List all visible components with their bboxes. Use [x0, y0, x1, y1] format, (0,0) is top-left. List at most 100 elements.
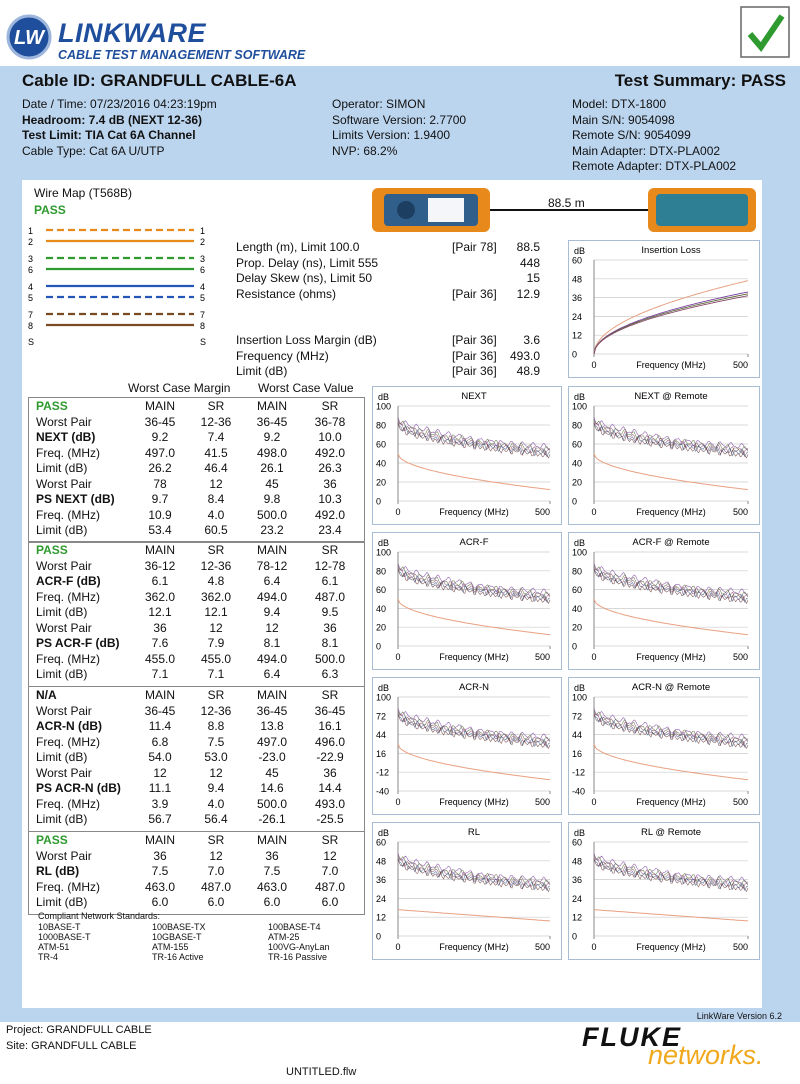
cell: Freq. (MHz): [36, 445, 100, 460]
pin-right: 3: [200, 254, 205, 264]
y-label: dB: [574, 392, 585, 402]
cell: -22.9: [316, 750, 344, 764]
cell: 16.1: [318, 719, 342, 733]
cell: 494.0: [256, 651, 288, 666]
pass-check: [740, 6, 790, 58]
wiremap-title: Wire Map (T568B): [34, 186, 133, 200]
cell: Limit (dB): [36, 461, 88, 475]
info-line: Remote Adapter: DTX-PLA002: [572, 159, 737, 173]
cell: 10.3: [318, 492, 342, 506]
y-tick-label: -40: [376, 787, 389, 797]
cell: 41.5: [204, 445, 228, 460]
trace: [397, 563, 551, 595]
y-label: dB: [574, 246, 585, 256]
version: LinkWare Version 6.2: [696, 1011, 782, 1021]
cell: 11.1: [148, 781, 172, 795]
trace: [397, 565, 551, 599]
cell: 9.2: [151, 430, 169, 444]
cell: Limit (dB): [36, 667, 88, 681]
cell: Worst Pair: [36, 620, 92, 635]
cell: 4.0: [207, 796, 225, 811]
logo-badge: LW: [6, 14, 52, 60]
x-tick-label: 500: [733, 942, 748, 952]
cell: Freq. (MHz): [36, 507, 100, 522]
wiremap-result: PASS: [34, 203, 66, 217]
info-line: Test Limit: TIA Cat 6A Channel: [22, 128, 196, 142]
x-tick-label: 0: [591, 360, 596, 370]
x-label: Frequency (MHz): [636, 507, 706, 517]
y-tick-label: 0: [572, 497, 577, 507]
x-tick-label: 500: [535, 652, 550, 662]
y-tick-label: 80: [572, 566, 582, 576]
y-tick-label: 24: [572, 312, 582, 322]
y-tick-label: 100: [572, 693, 587, 703]
chart-title: ACR-F: [459, 537, 488, 548]
cell: RL (dB): [36, 864, 80, 878]
tagline: CABLE TEST MANAGEMENT SOFTWARE: [58, 48, 306, 62]
cell: -26.1: [258, 812, 286, 826]
cell: 9.4: [207, 781, 225, 795]
y-tick-label: 100: [376, 402, 391, 412]
cell: 9.4: [263, 605, 281, 619]
y-tick-label: 40: [376, 604, 386, 614]
cell: ACR-F (dB): [36, 574, 101, 588]
y-tick-label: 0: [376, 642, 381, 652]
limit-curve: [397, 453, 551, 491]
y-tick-label: 16: [376, 749, 386, 759]
measure-pair: [Pair 36]: [452, 333, 497, 347]
x-label: Frequency (MHz): [439, 507, 509, 517]
cell: 60.5: [204, 523, 228, 537]
standard: ATM-51: [38, 942, 70, 952]
brand: LINKWARE: [58, 18, 206, 48]
cell: 6.4: [263, 574, 281, 588]
cell: PASS: [36, 833, 68, 847]
cell: SR: [321, 688, 339, 702]
trace: [397, 855, 551, 887]
project: Project: GRANDFULL CABLE: [6, 1024, 152, 1036]
value-header: Worst Case Value: [258, 381, 354, 395]
trace: [593, 417, 749, 449]
y-tick-label: -12: [572, 768, 585, 778]
cell: 7.9: [207, 636, 225, 650]
standard: 10GBASE-T: [152, 932, 202, 942]
cell: 13.8: [260, 719, 284, 733]
cell: Worst Pair: [36, 476, 92, 491]
cell: 14.4: [318, 781, 342, 795]
info-line: Limits Version: 1.9400: [332, 128, 451, 142]
cell: Limit (dB): [36, 605, 88, 619]
x-tick-label: 0: [395, 507, 400, 517]
pin-left: 8: [28, 321, 33, 331]
standard: 100BASE-T4: [268, 922, 321, 932]
limit-curve: [593, 280, 749, 355]
standard: ATM-155: [152, 942, 189, 952]
cell: 6.1: [321, 574, 339, 588]
info-line: Remote S/N: 9054099: [572, 128, 691, 142]
cell: 12: [323, 848, 337, 863]
cell: 455.0: [144, 651, 176, 666]
x-tick-label: 500: [733, 360, 748, 370]
cell: 12-36: [200, 703, 232, 718]
y-tick-label: 60: [572, 440, 582, 450]
cell: 487.0: [314, 589, 346, 604]
y-tick-label: 80: [376, 421, 386, 431]
networks-logo: networks.: [648, 1040, 764, 1070]
measure-value: 493.0: [509, 348, 540, 363]
cell: 6.8: [151, 734, 169, 749]
cell: 12: [209, 848, 223, 863]
cell: 36: [153, 848, 167, 863]
pin-right: 2: [200, 237, 205, 247]
cell: SR: [207, 399, 225, 413]
pin-left: 3: [28, 254, 33, 264]
y-tick-label: 60: [572, 838, 582, 848]
limit-curve: [397, 909, 551, 922]
measure-value: 448: [519, 255, 540, 270]
cell: Freq. (MHz): [36, 879, 100, 894]
measure-value: 88.5: [516, 240, 540, 254]
trace: [593, 708, 749, 740]
x-tick-label: 0: [395, 652, 400, 662]
cell: 494.0: [256, 589, 288, 604]
cell: 9.2: [263, 430, 281, 444]
